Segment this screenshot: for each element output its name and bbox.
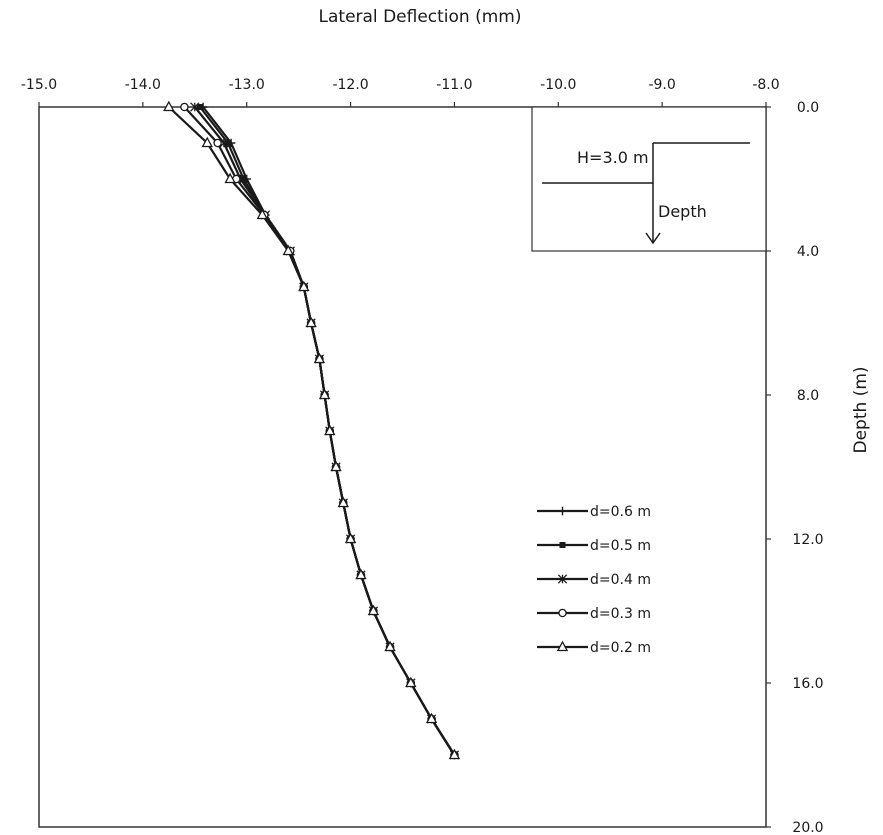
excavation-inset: H=3.0 m Depth — [531, 106, 767, 252]
legend-item: d=0.2 m — [537, 640, 651, 656]
legend-item: d=0.4 m — [537, 572, 651, 588]
dot-marker — [559, 542, 566, 548]
x-tick-label: -13.0 — [229, 77, 265, 93]
triangle-marker — [201, 136, 213, 148]
triangle-marker — [355, 568, 367, 580]
star-marker — [190, 102, 200, 112]
plot-area-frame — [38, 106, 767, 828]
inset-depth-arrowhead-icon — [645, 232, 661, 245]
legend-label: d=0.2 m — [590, 640, 651, 656]
triangle-marker — [556, 640, 569, 652]
triangle-marker — [425, 712, 438, 724]
inset-height-label: H=3.0 m — [577, 148, 649, 167]
circle-marker — [558, 608, 567, 618]
series-d-0-2-m — [163, 100, 461, 760]
series-d-0-3-m — [180, 102, 459, 760]
circle-marker — [180, 102, 189, 112]
legend-item: d=0.3 m — [537, 606, 651, 622]
inset-depth-label: Depth — [658, 202, 707, 221]
triangle-marker — [224, 172, 236, 184]
legend-label: d=0.5 m — [590, 538, 651, 554]
x-tick-label: -12.0 — [332, 77, 368, 93]
star-marker — [557, 574, 568, 584]
star-marker — [219, 138, 229, 148]
y-tick-label: 16.0 — [792, 676, 823, 692]
triangle-marker — [367, 604, 380, 616]
series-line — [193, 106, 456, 756]
triangle-marker — [384, 640, 396, 652]
triangle-marker — [448, 748, 461, 760]
triangle-marker — [318, 388, 331, 400]
y-tick-label: 0.0 — [797, 100, 819, 116]
inset-box — [531, 106, 767, 252]
circle-marker — [213, 138, 222, 148]
dot-marker — [240, 176, 247, 182]
x-tick-label: -10.0 — [540, 77, 576, 93]
triangle-marker — [405, 676, 417, 688]
plus-marker — [558, 506, 567, 516]
y-axis-title: Depth (m) — [851, 366, 871, 453]
legend-item: d=0.5 m — [537, 538, 651, 554]
axis-ticks: -15.0 -14.0 -13.0 -12.0 -11.0 -10.0 -9.0 -8.0 0.… — [21, 77, 824, 835]
x-axis-title: Lateral Deflection (mm) — [319, 7, 522, 27]
series-line — [183, 106, 456, 756]
triangle-marker — [337, 496, 349, 508]
x-tick-label: -14.0 — [125, 77, 161, 93]
y-tick-label: 4.0 — [797, 244, 819, 260]
legend-label: d=0.6 m — [590, 504, 651, 520]
x-tick-label: -15.0 — [21, 77, 57, 93]
legend-item: d=0.6 m — [537, 504, 651, 520]
triangle-marker — [305, 316, 317, 328]
series-d-0-4-m — [190, 102, 460, 760]
triangle-marker — [256, 208, 268, 220]
triangle-marker — [163, 100, 175, 112]
dot-marker — [196, 104, 203, 110]
triangle-marker — [330, 460, 342, 472]
dot-marker — [225, 140, 232, 146]
series-line — [168, 106, 456, 756]
triangle-marker — [324, 424, 336, 436]
y-tick-label: 8.0 — [797, 388, 819, 404]
x-tick-label: -9.0 — [648, 77, 675, 93]
x-tick-label: -8.0 — [752, 77, 779, 93]
y-tick-label: 20.0 — [792, 820, 823, 835]
chart-legend: d=0.6 m d=0.5 m d=0.4 m d=0.3 m d=0.2 m — [537, 504, 651, 656]
triangle-marker — [313, 352, 326, 364]
series-layer — [163, 100, 461, 760]
x-tick-label: -11.0 — [436, 77, 472, 93]
legend-label: d=0.4 m — [590, 572, 651, 588]
triangle-marker — [298, 280, 310, 292]
triangle-marker — [344, 532, 357, 544]
legend-label: d=0.3 m — [590, 606, 651, 622]
y-tick-label: 12.0 — [792, 532, 823, 548]
triangle-marker — [282, 244, 294, 256]
